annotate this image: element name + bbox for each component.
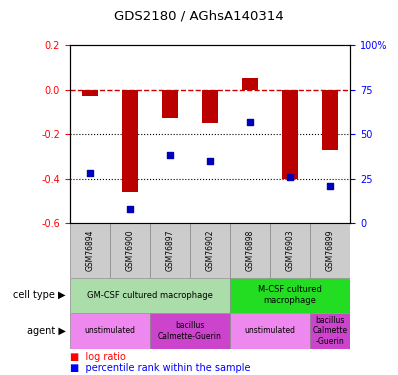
Point [127, 206, 133, 212]
Point [327, 183, 334, 189]
Bar [70, 313, 150, 349]
Bar [270, 223, 310, 278]
Text: cell type ▶: cell type ▶ [13, 290, 66, 300]
Bar [230, 313, 310, 349]
Bar [242, 78, 258, 90]
Bar [82, 90, 98, 96]
Point [287, 174, 293, 180]
Text: GSM76899: GSM76899 [326, 230, 335, 271]
Bar [282, 90, 298, 178]
Bar [122, 90, 138, 192]
Bar [162, 90, 178, 118]
Text: GSM76903: GSM76903 [286, 230, 295, 271]
Bar [150, 313, 230, 349]
Point [207, 158, 213, 164]
Text: bacillus
Calmette
-Guerin: bacillus Calmette -Guerin [313, 316, 348, 346]
Text: GSM76897: GSM76897 [165, 230, 174, 271]
Bar [70, 278, 230, 313]
Point [86, 170, 93, 176]
Point [247, 118, 253, 124]
Text: agent ▶: agent ▶ [27, 326, 66, 336]
Text: ■  log ratio: ■ log ratio [70, 352, 125, 362]
Bar [310, 313, 350, 349]
Text: GDS2180 / AGhsA140314: GDS2180 / AGhsA140314 [114, 9, 284, 22]
Bar [190, 223, 230, 278]
Point [167, 152, 173, 158]
Bar [230, 223, 270, 278]
Text: GM-CSF cultured macrophage: GM-CSF cultured macrophage [87, 291, 213, 300]
Bar [70, 223, 110, 278]
Bar [110, 223, 150, 278]
Text: GSM76894: GSM76894 [85, 230, 94, 271]
Bar [310, 223, 350, 278]
Bar [150, 223, 190, 278]
Bar [322, 90, 338, 150]
Text: unstimulated: unstimulated [84, 326, 135, 335]
Text: M-CSF cultured
macrophage: M-CSF cultured macrophage [258, 285, 322, 305]
Bar [202, 90, 218, 123]
Text: GSM76898: GSM76898 [246, 230, 255, 271]
Text: GSM76900: GSM76900 [125, 230, 134, 271]
Text: unstimulated: unstimulated [245, 326, 296, 335]
Text: bacillus
Calmette-Guerin: bacillus Calmette-Guerin [158, 321, 222, 340]
Text: GSM76902: GSM76902 [205, 230, 215, 271]
Text: ■  percentile rank within the sample: ■ percentile rank within the sample [70, 363, 250, 373]
Bar [230, 278, 350, 313]
